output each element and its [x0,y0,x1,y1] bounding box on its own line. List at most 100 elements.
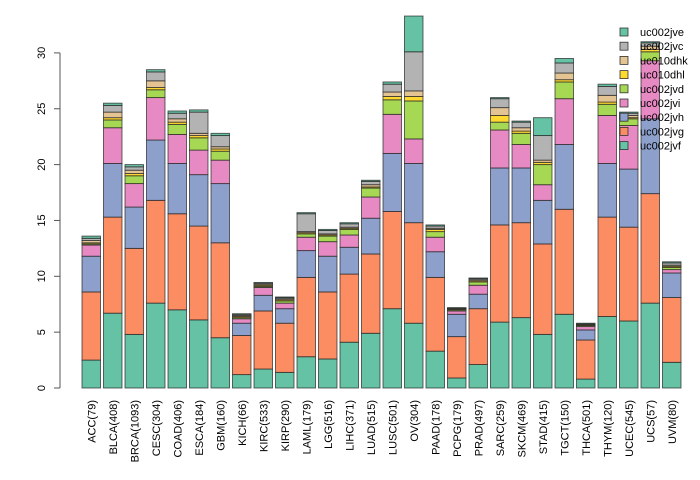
bar-segment-uc002jvi [447,310,467,315]
x-tick-label: THYM(120) [602,400,614,457]
bar-segment-uc002jvh [296,250,316,278]
bar-stack [189,109,209,389]
bar-segment-uc002jvg [576,339,596,380]
legend-swatch [619,141,629,151]
legend: uc002jve uc002jvc uc010dhk uc010dhl uc002jvd… [619,27,688,153]
bar-segment-uc002jvg [554,208,574,315]
bar-segment-uc002jvf [296,356,316,389]
bar-segment-uc002jvc [382,83,402,93]
x-tick-label: THCA(501) [581,400,593,456]
bar-stack [361,179,381,389]
bar-segment-uc002jve [339,222,359,225]
y-tick-label: 10 [36,270,48,282]
bar-segment-uc002jvh [318,255,338,293]
bar-segment-uc002jvh [103,163,123,218]
bar-segment-uc002jve [146,69,166,73]
bar-segment-uc002jvc [103,104,123,113]
bar-segment-uc002jvg [425,276,445,352]
x-tick-label: BRCA(1093) [129,400,141,462]
x-tick-label: LGG(516) [323,400,335,449]
bar-segment-uc002jvg [275,322,295,373]
x-tick-label: ESCA(184) [194,400,206,456]
bar-segment-uc002jvh [81,255,101,293]
bars-layer [81,15,682,389]
bar-segment-uc002jvd [468,281,488,286]
bar-stack [425,224,445,389]
bar-segment-uc002jvi [361,196,381,219]
bar-segment-uc002jvh [189,174,209,227]
bar-segment-uc002jvi [597,115,617,164]
bar-segment-uc010dhk [146,80,166,88]
bar-segment-uc002jvi [146,97,166,141]
bar-segment-uc002jvc [597,85,617,96]
bar-stack [576,322,596,389]
bar-segment-uc002jvf [447,377,467,389]
bar-segment-uc002jvc [210,135,230,148]
bar-segment-uc002jvi [296,236,316,252]
bar-segment-uc002jvh [275,308,295,324]
bar-segment-uc002jvi [167,133,187,164]
bar-segment-uc002jvg [210,242,230,339]
bar-segment-uc002jve [619,111,639,114]
y-tick-label: 30 [36,47,48,59]
bar-segment-uc010dhk [103,111,123,119]
bar-segment-uc002jvg [232,335,252,376]
bar-stack [210,132,230,389]
bar-segment-uc002jve [533,117,553,137]
bar-segment-uc002jvh [146,139,166,201]
bar-segment-uc002jvi [124,183,144,208]
bar-stack [296,212,316,389]
bar-segment-uc002jve [275,296,295,298]
bar-segment-uc002jvg [103,216,123,314]
bar-segment-uc002jve [511,120,531,123]
bar-stack [447,307,467,389]
bar-segment-uc002jvh [662,272,682,298]
bar-segment-uc002jvi [425,236,445,253]
bar-segment-uc002jvh [447,313,467,338]
bar-segment-uc010dhk [511,127,531,132]
bar-segment-uc002jvc [146,71,166,82]
bar-segment-uc002jvi [533,184,553,201]
bar-segment-uc002jvd [167,123,187,135]
bar-segment-uc002jvf [361,332,381,389]
bar-stack [382,81,402,389]
bar-segment-uc010dhl [404,96,424,102]
bar-segment-uc002jvf [189,319,209,389]
bar-segment-uc002jvi [511,144,531,169]
bar-segment-uc010dhl [490,115,510,123]
bar-segment-uc002jvf [533,333,553,389]
bar-segment-uc002jvd [511,132,531,145]
bar-segment-uc002jvf [253,368,273,389]
bar-segment-uc002jvg [597,216,617,317]
bar-segment-uc002jvh [468,293,488,310]
bar-stack [167,110,187,389]
bar-segment-uc002jvg [296,276,316,358]
bar-segment-uc002jvi [210,159,230,185]
bar-segment-uc002jvh [210,183,230,244]
bar-segment-uc002jvg [619,226,639,322]
bar-segment-uc002jvh [576,329,596,341]
bar-segment-uc002jvd [554,81,574,100]
bar-segment-uc002jvi [382,113,402,154]
bar-stack [275,296,295,389]
bar-segment-uc002jvh [619,168,639,228]
bar-segment-uc002jvi [339,234,359,248]
bar-stack [662,261,682,389]
bar-segment-uc002jvf [619,320,639,389]
bar-segment-uc002jvg [533,243,553,335]
y-tick-label: 15 [36,214,48,226]
bar-stack [232,313,252,389]
legend-label: uc002jvg [640,126,684,138]
legend-swatch [619,112,629,122]
bar-segment-uc002jvd [361,187,381,198]
x-tick-label: PRAD(497) [473,400,485,456]
bar-segment-uc002jvh [167,163,187,215]
x-tick-label: OV(304) [409,400,421,442]
bar-segment-uc002jvi [253,287,273,296]
bar-segment-uc002jvi [318,241,338,257]
x-tick-label: KICH(66) [237,400,249,446]
bar-segment-uc002jve [404,15,424,53]
bar-segment-uc002jve [468,277,488,279]
legend-label: uc002jvi [640,98,680,110]
x-tick-label: UCS(57) [645,400,657,443]
